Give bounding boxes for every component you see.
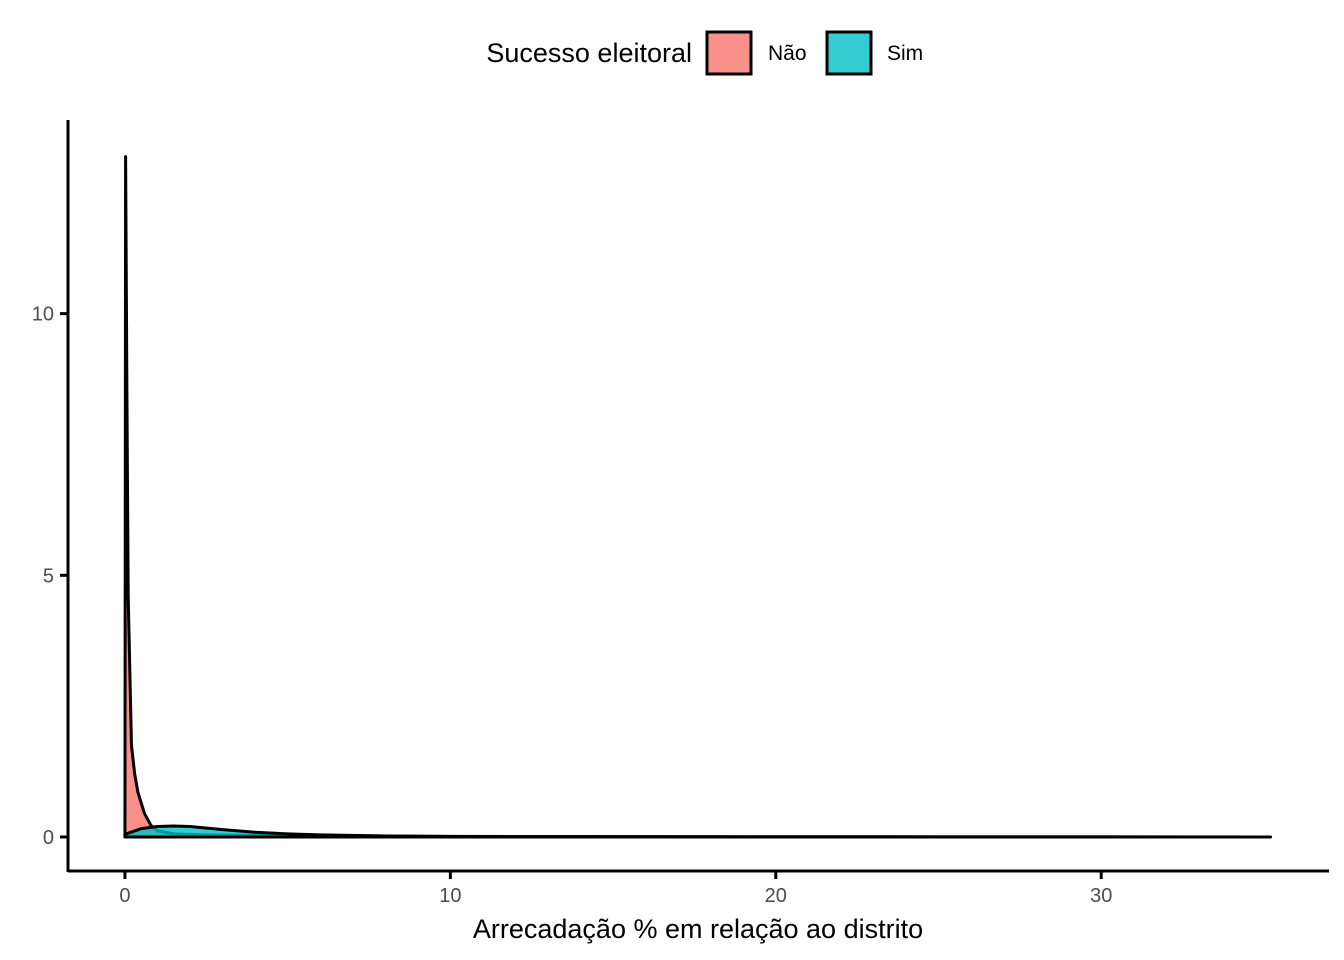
x-ticks: 0 10 20 30 — [119, 871, 1112, 907]
x-tick-label: 10 — [439, 885, 461, 907]
legend-label-sim: Sim — [887, 42, 923, 65]
legend-label-nao: Não — [768, 42, 807, 65]
density-area-nao — [123, 155, 1272, 839]
legend-swatch-sim — [825, 30, 873, 76]
legend-title: Sucesso eleitoral — [486, 38, 692, 68]
y-tick-label: 0 — [43, 827, 54, 849]
series-layer — [123, 155, 1272, 839]
x-tick-label: 30 — [1090, 885, 1112, 907]
x-axis-title: Arrecadação % em relação ao distrito — [473, 914, 923, 944]
y-ticks: 0 5 10 — [32, 304, 68, 849]
y-tick-label: 5 — [43, 565, 54, 587]
legend: Sucesso eleitoral Não Sim — [486, 30, 923, 76]
y-tick-label: 10 — [32, 304, 54, 326]
x-tick-label: 20 — [765, 885, 787, 907]
density-area-sim — [123, 824, 1272, 839]
legend-swatch-nao — [705, 30, 753, 76]
x-tick-label: 0 — [119, 885, 130, 907]
